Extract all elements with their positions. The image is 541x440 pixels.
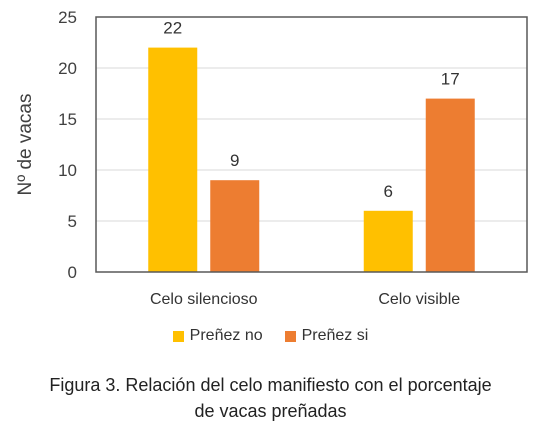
y-tick-label: 0 — [68, 263, 77, 282]
legend-swatch-preñez-no — [172, 330, 184, 342]
bar — [425, 98, 475, 272]
caption-line-1: Figura 3. Relación del celo manifiesto c… — [49, 375, 492, 395]
y-tick-label: 25 — [58, 8, 77, 27]
data-labels: 22 9 6 17 — [163, 19, 459, 201]
plot-frame — [95, 16, 528, 273]
figure-caption: Figura 3. Relación del celo manifiesto c… — [0, 372, 541, 424]
y-axis-label: Nº de vacas — [15, 94, 36, 196]
x-axis-categories: Celo silencioso Celo visible — [150, 291, 460, 308]
y-tick-label: 5 — [68, 212, 77, 231]
legend-swatch-preñez-si — [284, 330, 296, 342]
legend-item-preñez-no: Preñez no — [172, 327, 263, 345]
data-label: 6 — [384, 182, 393, 201]
legend-item-preñez-si: Preñez si — [284, 327, 369, 345]
x-category-label: Celo silencioso — [150, 291, 258, 308]
data-label: 9 — [230, 151, 239, 170]
bars — [148, 47, 475, 272]
data-label: 22 — [163, 19, 182, 38]
y-tick-label: 15 — [58, 110, 77, 129]
data-label: 17 — [441, 70, 460, 89]
x-category-label: Celo visible — [378, 291, 460, 308]
caption-line-2: de vacas preñadas — [194, 401, 347, 421]
bar — [210, 180, 260, 272]
bar — [363, 210, 413, 272]
legend-label-preñez-no: Preñez no — [189, 327, 263, 344]
y-tick-label: 20 — [58, 59, 77, 78]
legend-label-preñez-si: Preñez si — [301, 327, 369, 344]
y-tick-label: 10 — [58, 161, 77, 180]
y-axis-ticks: 0 5 10 15 20 25 — [58, 8, 77, 282]
bar-chart: 0 5 10 15 20 25 22 9 6 17 Celo silencioso Celo vi… — [15, 8, 528, 308]
bar — [148, 47, 198, 272]
legend: Preñez no Preñez si — [0, 327, 541, 345]
